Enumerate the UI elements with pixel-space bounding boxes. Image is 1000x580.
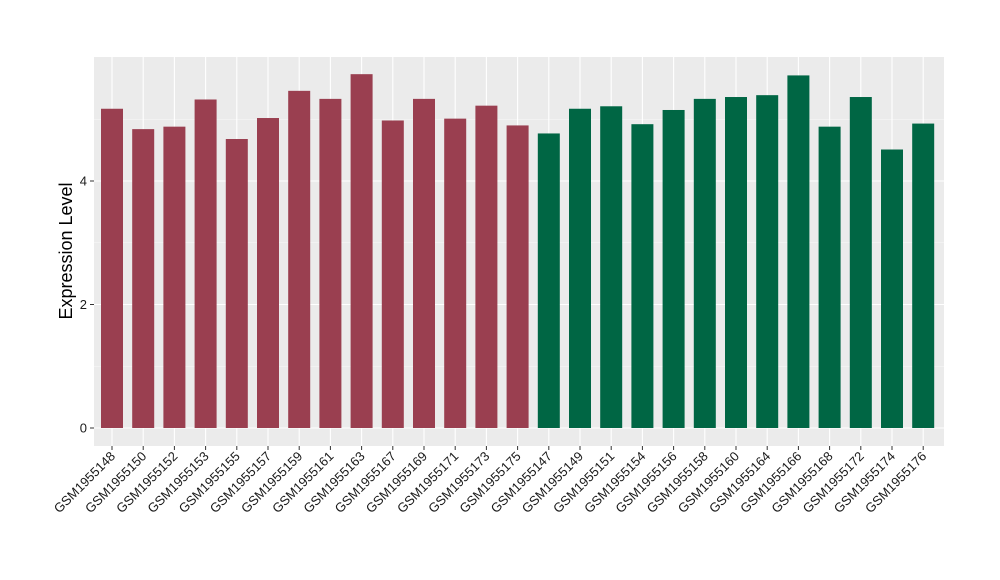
x-axis: GSM1955148GSM1955150GSM1955152GSM1955153… <box>51 446 929 516</box>
bar-GSM1955147 <box>537 133 560 428</box>
bar-GSM1955176 <box>912 123 935 428</box>
bar-GSM1955174 <box>881 149 903 428</box>
y-tick-label: 0 <box>80 421 87 436</box>
bar-GSM1955166 <box>787 75 810 428</box>
bars <box>101 74 935 429</box>
bar-GSM1955151 <box>600 106 623 428</box>
bar-GSM1955158 <box>693 98 716 428</box>
bar-GSM1955167 <box>381 120 404 429</box>
bar-GSM1955156 <box>662 109 685 429</box>
bar-GSM1955175 <box>506 125 529 429</box>
bar-GSM1955153 <box>194 99 217 429</box>
bar-GSM1955161 <box>319 98 342 428</box>
bar-GSM1955169 <box>413 98 435 428</box>
bar-GSM1955150 <box>132 129 155 428</box>
bar-GSM1955163 <box>350 74 373 429</box>
y-axis-title: Expression Level <box>56 182 76 319</box>
bar-GSM1955173 <box>475 105 498 428</box>
bar-GSM1955154 <box>631 124 654 428</box>
y-tick-label: 4 <box>80 174 87 189</box>
bar-GSM1955157 <box>257 118 279 428</box>
bar-GSM1955152 <box>163 126 186 428</box>
bar-GSM1955148 <box>101 108 123 428</box>
bar-GSM1955159 <box>288 90 311 428</box>
bar-GSM1955149 <box>569 108 591 428</box>
bar-GSM1955160 <box>725 97 747 429</box>
bar-GSM1955172 <box>849 97 872 429</box>
bar-GSM1955164 <box>756 95 779 428</box>
y-axis: 0 2 4 <box>80 174 94 436</box>
bar-GSM1955168 <box>818 126 841 428</box>
y-tick-label: 2 <box>80 297 87 312</box>
bar-GSM1955171 <box>444 118 467 428</box>
bar-GSM1955155 <box>225 139 248 428</box>
